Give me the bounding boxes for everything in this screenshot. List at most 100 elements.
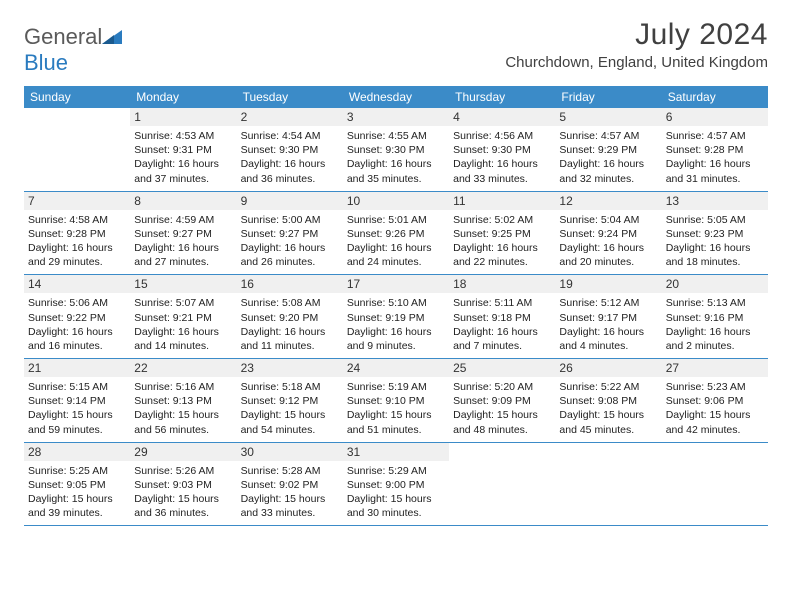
day-cell: 19Sunrise: 5:12 AMSunset: 9:17 PMDayligh… (555, 275, 661, 358)
calendar-grid: SundayMondayTuesdayWednesdayThursdayFrid… (24, 86, 768, 526)
day-cell: 26 Sunrise: 5:22 AMSunset: 9:08 PMDayligh… (555, 359, 661, 442)
day-cell: 6 Sunrise: 4:57 AMSunset: 9:28 PMDaylight… (662, 108, 768, 191)
day-info: Sunrise: 4:58 AMSunset: 9:28 PMDaylight:… (28, 213, 126, 270)
empty-cell (662, 443, 768, 526)
day-info: Sunrise: 4:54 AMSunset: 9:30 PMDaylight:… (241, 129, 339, 186)
day-info: Sunrise: 5:23 AMSunset: 9:06 PMDaylight:… (666, 380, 764, 437)
day-cell: 16 Sunrise: 5:08 AMSunset: 9:20 PMDayligh… (237, 275, 343, 358)
day-info: Sunrise: 5:04 AMSunset: 9:24 PMDaylight:… (559, 213, 657, 270)
empty-cell (24, 108, 130, 191)
day-info: Sunrise: 5:10 AMSunset: 9:19 PMDaylight:… (347, 296, 445, 353)
day-info: Sunrise: 4:57 AMSunset: 9:29 PMDaylight:… (559, 129, 657, 186)
day-cell: 15 Sunrise: 5:07 AMSunset: 9:21 PMDayligh… (130, 275, 236, 358)
day-number: 8 (130, 192, 236, 210)
weekday-header: Monday (130, 86, 236, 108)
header: General Blue July 2024 Churchdown, Engla… (24, 18, 768, 76)
logo-text: General Blue (24, 24, 122, 76)
day-info: Sunrise: 5:29 AMSunset: 9:00 PMDaylight:… (347, 464, 445, 521)
day-cell: 27 Sunrise: 5:23 AMSunset: 9:06 PMDayligh… (662, 359, 768, 442)
day-number: 25 (449, 359, 555, 377)
day-number: 21 (24, 359, 130, 377)
day-info: Sunrise: 5:28 AMSunset: 9:02 PMDaylight:… (241, 464, 339, 521)
week-row: 7 Sunrise: 4:58 AMSunset: 9:28 PMDaylight… (24, 192, 768, 276)
day-number: 11 (449, 192, 555, 210)
calendar-page: General Blue July 2024 Churchdown, Engla… (0, 0, 792, 544)
day-number: 17 (343, 275, 449, 293)
weekday-header: Tuesday (237, 86, 343, 108)
day-number: 13 (662, 192, 768, 210)
day-cell: 3Sunrise: 4:55 AMSunset: 9:30 PMDaylight… (343, 108, 449, 191)
day-number: 26 (555, 359, 661, 377)
weekday-header: Thursday (449, 86, 555, 108)
day-cell: 24Sunrise: 5:19 AMSunset: 9:10 PMDayligh… (343, 359, 449, 442)
day-cell: 13 Sunrise: 5:05 AMSunset: 9:23 PMDayligh… (662, 192, 768, 275)
weekday-header: Wednesday (343, 86, 449, 108)
day-cell: 21 Sunrise: 5:15 AMSunset: 9:14 PMDayligh… (24, 359, 130, 442)
day-cell: 20Sunrise: 5:13 AMSunset: 9:16 PMDayligh… (662, 275, 768, 358)
day-info: Sunrise: 5:01 AMSunset: 9:26 PMDaylight:… (347, 213, 445, 270)
day-info: Sunrise: 5:16 AMSunset: 9:13 PMDaylight:… (134, 380, 232, 437)
day-cell: 25Sunrise: 5:20 AMSunset: 9:09 PMDayligh… (449, 359, 555, 442)
day-number: 10 (343, 192, 449, 210)
day-number: 24 (343, 359, 449, 377)
day-number: 27 (662, 359, 768, 377)
day-cell: 14Sunrise: 5:06 AMSunset: 9:22 PMDayligh… (24, 275, 130, 358)
day-cell: 12 Sunrise: 5:04 AMSunset: 9:24 PMDayligh… (555, 192, 661, 275)
day-number: 16 (237, 275, 343, 293)
day-info: Sunrise: 5:25 AMSunset: 9:05 PMDaylight:… (28, 464, 126, 521)
week-row: 1 Sunrise: 4:53 AMSunset: 9:31 PMDaylight… (24, 108, 768, 192)
day-cell: 22 Sunrise: 5:16 AMSunset: 9:13 PMDayligh… (130, 359, 236, 442)
weekday-header-row: SundayMondayTuesdayWednesdayThursdayFrid… (24, 86, 768, 108)
day-number: 14 (24, 275, 130, 293)
week-row: 28 Sunrise: 5:25 AMSunset: 9:05 PMDayligh… (24, 443, 768, 527)
day-number: 23 (237, 359, 343, 377)
day-cell: 4 Sunrise: 4:56 AMSunset: 9:30 PMDaylight… (449, 108, 555, 191)
day-info: Sunrise: 4:56 AMSunset: 9:30 PMDaylight:… (453, 129, 551, 186)
day-number: 15 (130, 275, 236, 293)
day-number: 30 (237, 443, 343, 461)
week-row: 21 Sunrise: 5:15 AMSunset: 9:14 PMDayligh… (24, 359, 768, 443)
day-info: Sunrise: 4:55 AMSunset: 9:30 PMDaylight:… (347, 129, 445, 186)
empty-cell (555, 443, 661, 526)
day-info: Sunrise: 5:07 AMSunset: 9:21 PMDaylight:… (134, 296, 232, 353)
empty-cell (449, 443, 555, 526)
logo-word-1: General (24, 24, 102, 49)
title-block: July 2024 Churchdown, England, United Ki… (505, 18, 768, 71)
logo-word-2: Blue (24, 50, 68, 75)
day-cell: 1 Sunrise: 4:53 AMSunset: 9:31 PMDaylight… (130, 108, 236, 191)
day-info: Sunrise: 4:59 AMSunset: 9:27 PMDaylight:… (134, 213, 232, 270)
weekday-header: Friday (555, 86, 661, 108)
day-number: 2 (237, 108, 343, 126)
day-number: 6 (662, 108, 768, 126)
day-info: Sunrise: 4:57 AMSunset: 9:28 PMDaylight:… (666, 129, 764, 186)
day-number: 7 (24, 192, 130, 210)
day-cell: 30 Sunrise: 5:28 AMSunset: 9:02 PMDayligh… (237, 443, 343, 526)
weekday-header: Sunday (24, 86, 130, 108)
day-cell: 8 Sunrise: 4:59 AMSunset: 9:27 PMDaylight… (130, 192, 236, 275)
location-text: Churchdown, England, United Kingdom (505, 54, 768, 71)
day-number: 31 (343, 443, 449, 461)
day-number: 4 (449, 108, 555, 126)
day-number: 1 (130, 108, 236, 126)
day-info: Sunrise: 5:02 AMSunset: 9:25 PMDaylight:… (453, 213, 551, 270)
day-number: 22 (130, 359, 236, 377)
day-info: Sunrise: 5:08 AMSunset: 9:20 PMDaylight:… (241, 296, 339, 353)
day-cell: 29Sunrise: 5:26 AMSunset: 9:03 PMDayligh… (130, 443, 236, 526)
day-info: Sunrise: 5:15 AMSunset: 9:14 PMDaylight:… (28, 380, 126, 437)
logo: General Blue (24, 24, 122, 76)
day-info: Sunrise: 5:11 AMSunset: 9:18 PMDaylight:… (453, 296, 551, 353)
day-number: 29 (130, 443, 236, 461)
day-cell: 23Sunrise: 5:18 AMSunset: 9:12 PMDayligh… (237, 359, 343, 442)
day-info: Sunrise: 5:22 AMSunset: 9:08 PMDaylight:… (559, 380, 657, 437)
day-info: Sunrise: 5:00 AMSunset: 9:27 PMDaylight:… (241, 213, 339, 270)
day-cell: 9Sunrise: 5:00 AMSunset: 9:27 PMDaylight… (237, 192, 343, 275)
weekday-header: Saturday (662, 86, 768, 108)
day-cell: 31 Sunrise: 5:29 AMSunset: 9:00 PMDayligh… (343, 443, 449, 526)
day-number: 12 (555, 192, 661, 210)
page-title: July 2024 (505, 18, 768, 52)
day-info: Sunrise: 5:12 AMSunset: 9:17 PMDaylight:… (559, 296, 657, 353)
day-info: Sunrise: 4:53 AMSunset: 9:31 PMDaylight:… (134, 129, 232, 186)
day-cell: 17 Sunrise: 5:10 AMSunset: 9:19 PMDayligh… (343, 275, 449, 358)
day-info: Sunrise: 5:05 AMSunset: 9:23 PMDaylight:… (666, 213, 764, 270)
day-number: 28 (24, 443, 130, 461)
